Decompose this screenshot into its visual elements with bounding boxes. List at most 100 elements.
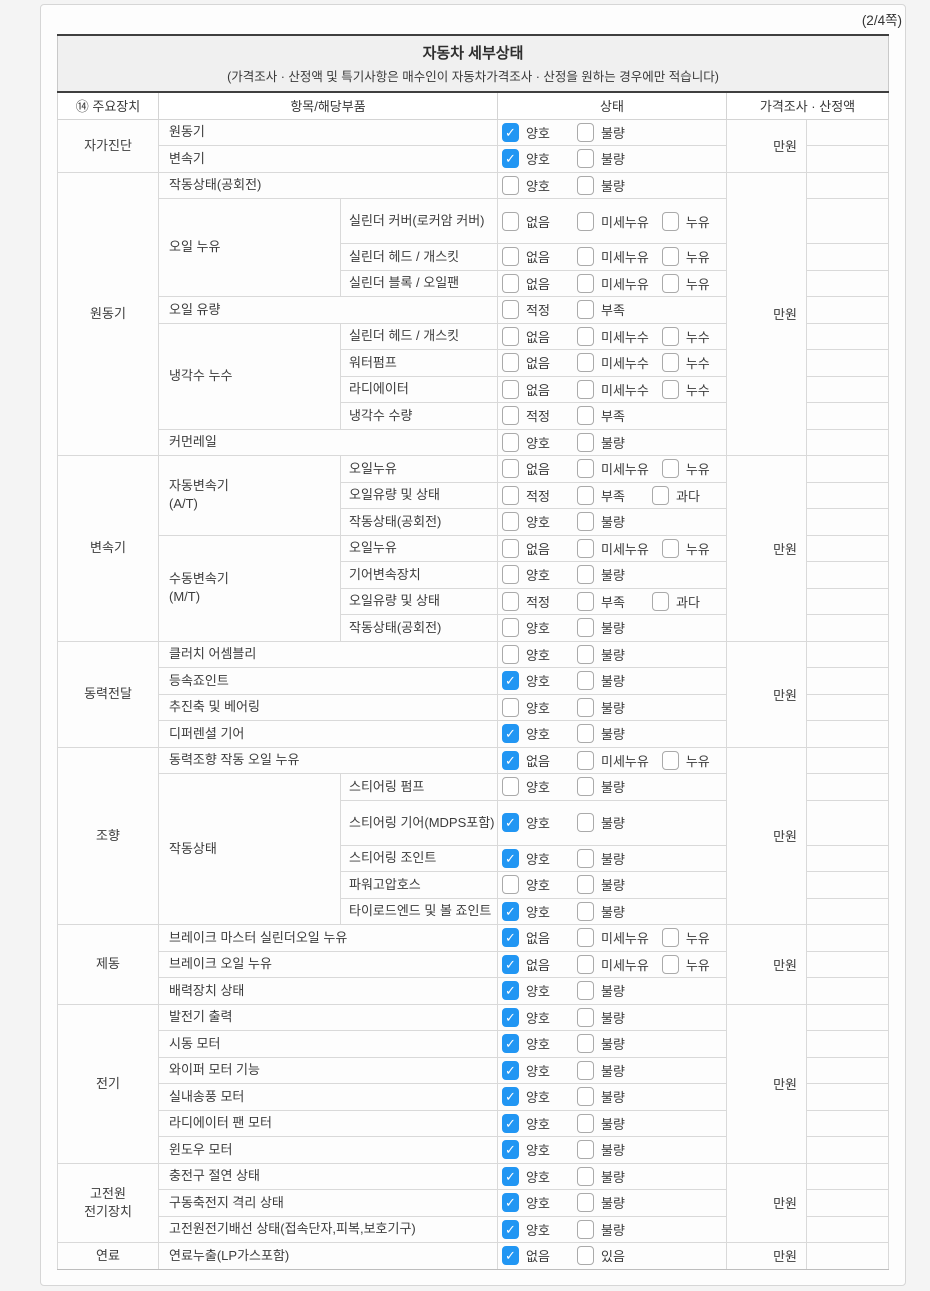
status-checkbox[interactable] (577, 901, 594, 921)
price-amount-cell[interactable] (806, 1162, 889, 1190)
status-checkbox[interactable] (661, 750, 679, 770)
status-checkbox[interactable] (577, 406, 594, 426)
status-checkbox[interactable] (502, 1087, 519, 1107)
price-amount-cell[interactable] (806, 924, 889, 952)
price-amount-cell[interactable] (806, 693, 889, 721)
status-checkbox[interactable] (502, 273, 519, 293)
price-amount-cell[interactable] (806, 871, 889, 899)
price-amount-cell[interactable] (806, 614, 889, 642)
status-checkbox[interactable] (577, 848, 594, 868)
status-checkbox[interactable] (577, 1166, 594, 1186)
status-checkbox[interactable] (577, 1140, 594, 1160)
price-amount-cell[interactable] (806, 1136, 889, 1164)
status-checkbox[interactable] (502, 724, 519, 744)
price-amount-cell[interactable] (806, 1215, 889, 1243)
status-checkbox[interactable] (502, 300, 519, 320)
price-amount-cell[interactable] (806, 1189, 889, 1217)
status-checkbox[interactable] (502, 1140, 519, 1160)
price-amount-cell[interactable] (806, 269, 889, 297)
price-amount-cell[interactable] (806, 145, 889, 173)
status-checkbox[interactable] (577, 565, 594, 585)
status-checkbox[interactable] (502, 901, 519, 921)
status-checkbox[interactable] (661, 379, 679, 399)
status-checkbox[interactable] (577, 777, 594, 797)
status-checkbox[interactable] (652, 591, 669, 611)
status-checkbox[interactable] (577, 247, 594, 267)
status-checkbox[interactable] (502, 1219, 519, 1239)
price-amount-cell[interactable] (806, 171, 889, 199)
status-checkbox[interactable] (502, 485, 519, 505)
price-amount-cell[interactable] (806, 667, 889, 695)
status-checkbox[interactable] (661, 928, 679, 948)
status-checkbox[interactable] (661, 538, 679, 558)
price-amount-cell[interactable] (806, 243, 889, 271)
price-amount-cell[interactable] (806, 561, 889, 589)
status-checkbox[interactable] (502, 565, 519, 585)
status-checkbox[interactable] (502, 326, 519, 346)
status-checkbox[interactable] (577, 954, 594, 974)
status-checkbox[interactable] (577, 618, 594, 638)
price-amount-cell[interactable] (806, 773, 889, 801)
status-checkbox[interactable] (502, 813, 519, 832)
status-checkbox[interactable] (577, 273, 594, 293)
status-checkbox[interactable] (577, 538, 594, 558)
price-amount-cell[interactable] (806, 897, 889, 925)
price-amount-cell[interactable] (806, 481, 889, 509)
status-checkbox[interactable] (577, 1113, 594, 1133)
status-checkbox[interactable] (577, 813, 594, 832)
price-amount-cell[interactable] (806, 198, 889, 244)
price-amount-cell[interactable] (806, 1083, 889, 1111)
status-checkbox[interactable] (502, 928, 519, 948)
status-checkbox[interactable] (577, 671, 594, 691)
status-checkbox[interactable] (502, 954, 519, 974)
status-checkbox[interactable] (661, 353, 679, 373)
status-checkbox[interactable] (502, 538, 519, 558)
status-checkbox[interactable] (502, 671, 519, 691)
price-amount-cell[interactable] (806, 950, 889, 978)
price-amount-cell[interactable] (806, 118, 889, 146)
status-checkbox[interactable] (577, 1246, 594, 1266)
status-checkbox[interactable] (502, 1034, 519, 1054)
price-amount-cell[interactable] (806, 587, 889, 615)
status-checkbox[interactable] (502, 1246, 519, 1266)
status-checkbox[interactable] (502, 512, 519, 532)
status-checkbox[interactable] (577, 644, 594, 664)
status-checkbox[interactable] (577, 750, 594, 770)
status-checkbox[interactable] (502, 379, 519, 399)
status-checkbox[interactable] (577, 697, 594, 717)
price-amount-cell[interactable] (806, 640, 889, 668)
status-checkbox[interactable] (661, 326, 679, 346)
status-checkbox[interactable] (577, 326, 594, 346)
price-amount-cell[interactable] (806, 428, 889, 456)
status-checkbox[interactable] (577, 432, 594, 452)
status-checkbox[interactable] (577, 122, 594, 142)
status-checkbox[interactable] (502, 247, 519, 267)
status-checkbox[interactable] (577, 875, 594, 895)
status-checkbox[interactable] (502, 122, 519, 142)
status-checkbox[interactable] (502, 1166, 519, 1186)
status-checkbox[interactable] (661, 247, 679, 267)
status-checkbox[interactable] (502, 1193, 519, 1213)
status-checkbox[interactable] (502, 432, 519, 452)
price-amount-cell[interactable] (806, 1056, 889, 1084)
status-checkbox[interactable] (661, 273, 679, 293)
status-checkbox[interactable] (577, 1219, 594, 1239)
status-checkbox[interactable] (502, 149, 519, 169)
status-checkbox[interactable] (502, 459, 519, 479)
price-amount-cell[interactable] (806, 1003, 889, 1031)
status-checkbox[interactable] (577, 928, 594, 948)
status-checkbox[interactable] (502, 750, 519, 770)
status-checkbox[interactable] (661, 459, 679, 479)
status-checkbox[interactable] (577, 379, 594, 399)
price-amount-cell[interactable] (806, 322, 889, 350)
status-checkbox[interactable] (577, 1087, 594, 1107)
status-checkbox[interactable] (577, 175, 594, 195)
status-checkbox[interactable] (502, 1007, 519, 1027)
status-checkbox[interactable] (652, 485, 669, 505)
status-checkbox[interactable] (661, 211, 679, 231)
price-amount-cell[interactable] (806, 402, 889, 430)
price-amount-cell[interactable] (806, 799, 889, 846)
status-checkbox[interactable] (577, 485, 594, 505)
status-checkbox[interactable] (502, 406, 519, 426)
status-checkbox[interactable] (502, 848, 519, 868)
